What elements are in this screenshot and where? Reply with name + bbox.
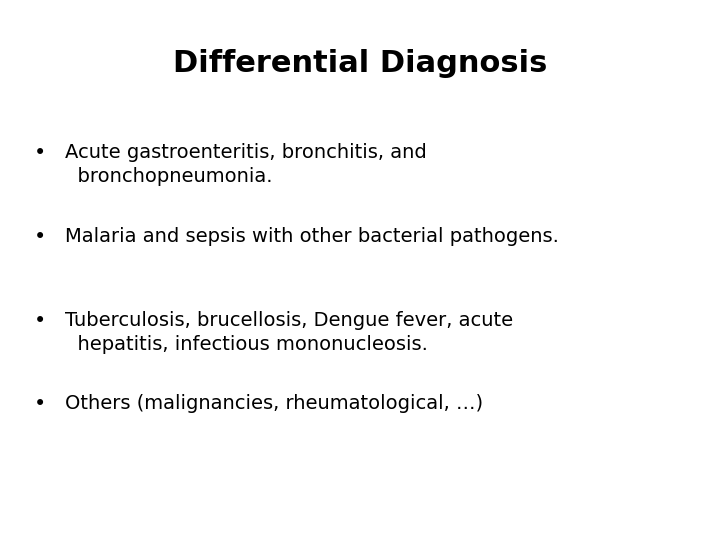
Text: Acute gastroenteritis, bronchitis, and
  bronchopneumonia.: Acute gastroenteritis, bronchitis, and b… (65, 143, 426, 186)
Text: Differential Diagnosis: Differential Diagnosis (173, 49, 547, 78)
Text: •: • (33, 227, 46, 247)
Text: •: • (33, 143, 46, 163)
Text: •: • (33, 310, 46, 330)
Text: Tuberculosis, brucellosis, Dengue fever, acute
  hepatitis, infectious mononucle: Tuberculosis, brucellosis, Dengue fever,… (65, 310, 513, 354)
Text: Malaria and sepsis with other bacterial pathogens.: Malaria and sepsis with other bacterial … (65, 227, 559, 246)
Text: Others (malignancies, rheumatological, …): Others (malignancies, rheumatological, …… (65, 394, 483, 413)
Text: •: • (33, 394, 46, 414)
